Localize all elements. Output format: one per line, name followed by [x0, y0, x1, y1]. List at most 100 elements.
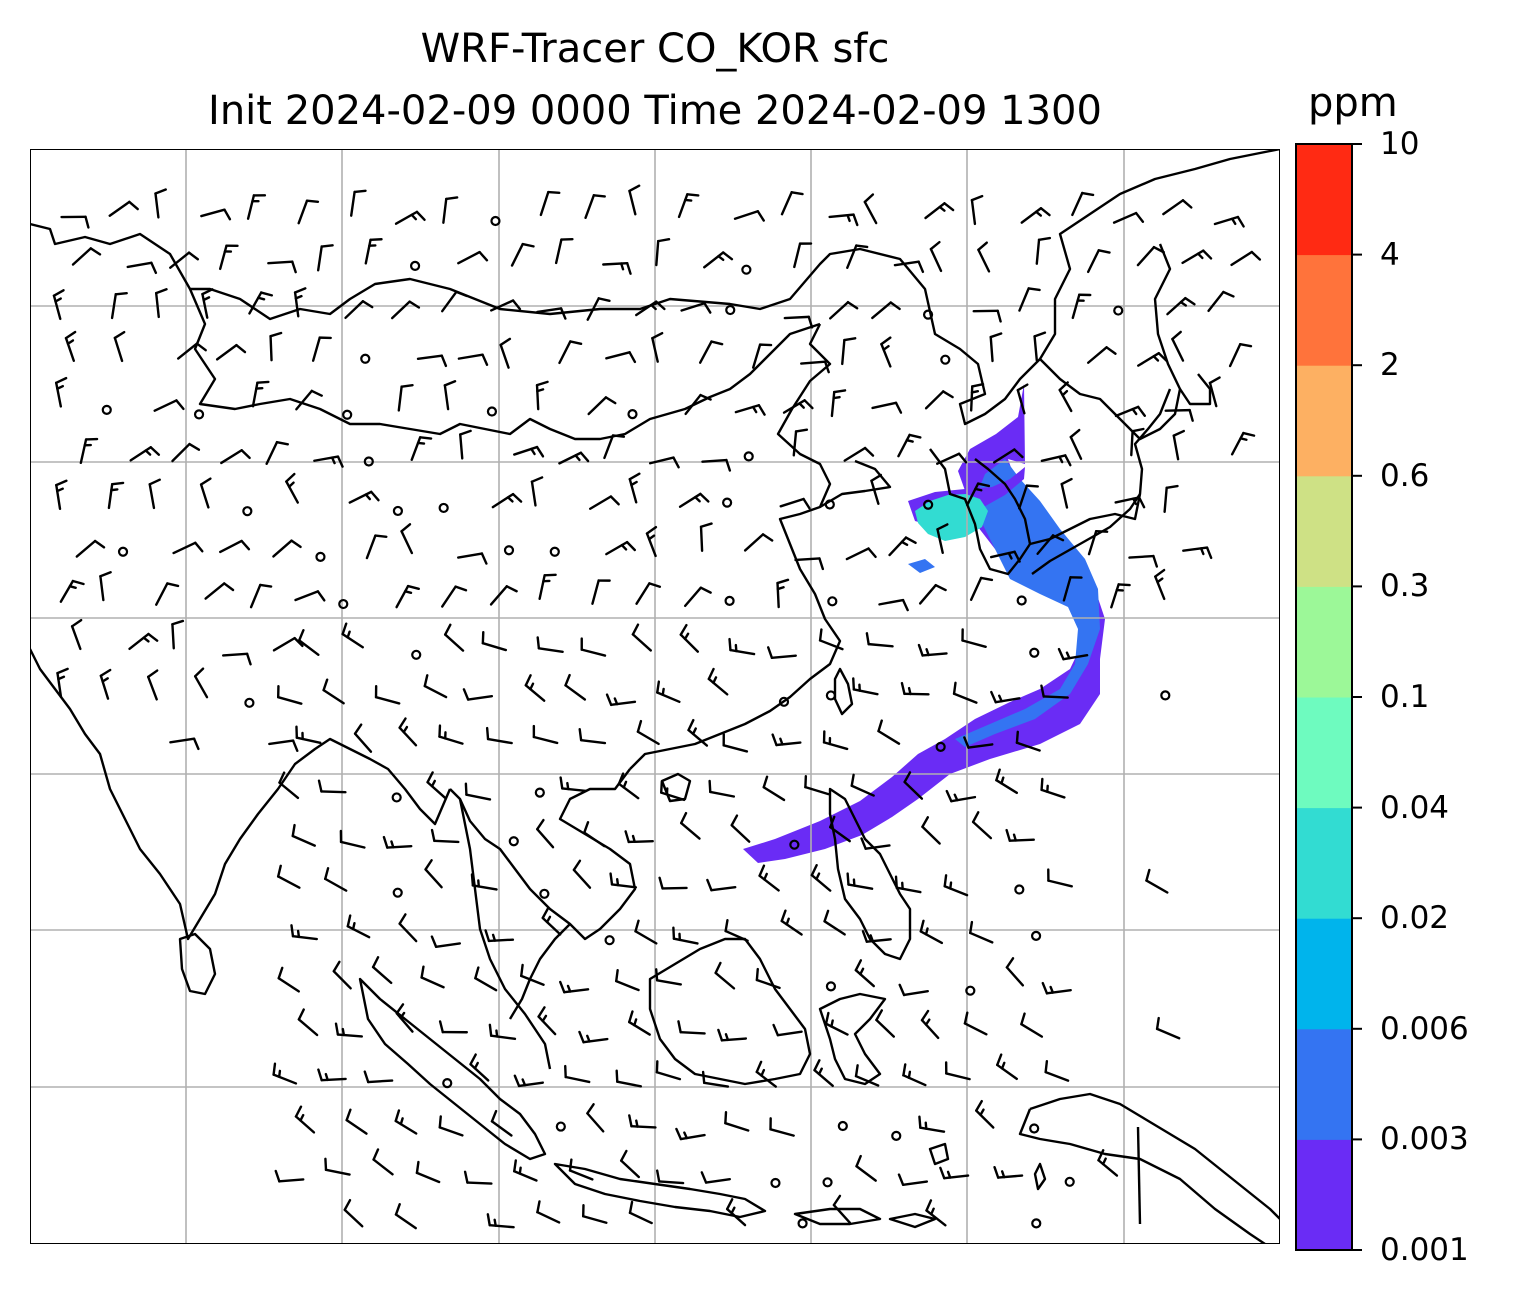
wind-barb-shaft	[854, 1075, 880, 1087]
wind-barb-shaft	[615, 979, 640, 992]
wind-barb-flag	[374, 534, 388, 538]
wind-barb	[1155, 1016, 1181, 1040]
wind-barb-shaft	[602, 261, 629, 266]
wind-barb	[348, 490, 380, 504]
wind-barb-flag	[846, 872, 850, 886]
wind-barb-shaft	[943, 885, 969, 897]
wind-barb-half-flag	[399, 1011, 406, 1020]
wind-barb-flag	[536, 818, 545, 831]
calm-wind-marker	[392, 887, 403, 898]
wind-barb-flag	[199, 477, 212, 486]
wind-barb-shaft	[364, 238, 372, 265]
wind-barb-shaft	[1114, 405, 1140, 418]
wind-barb-flag	[823, 360, 830, 374]
wind-barb-flag	[1184, 296, 1196, 306]
wind-barb-flag	[93, 539, 106, 549]
wind-barb	[294, 590, 326, 602]
wind-barb-half-flag	[798, 402, 805, 409]
wind-barb-half-flag	[399, 1117, 404, 1126]
wind-barb	[1086, 346, 1117, 364]
wind-barb	[779, 497, 811, 510]
wind-barb-shaft	[55, 381, 63, 408]
wind-barb	[752, 343, 773, 369]
wind-barb-shaft	[587, 396, 608, 416]
wind-barb-shaft	[1128, 554, 1155, 559]
wind-barb	[1213, 215, 1245, 228]
wind-barb-flag	[672, 926, 676, 940]
wind-barb-flag	[1250, 250, 1262, 261]
wind-barb-flag	[903, 771, 912, 784]
wind-barb-shaft	[628, 189, 637, 216]
wind-barb-shaft	[920, 1018, 940, 1040]
wind-barb	[395, 584, 420, 609]
wind-barb-shaft	[702, 1081, 730, 1088]
wind-barb-shaft	[126, 261, 153, 269]
wind-barb-shaft	[943, 1174, 970, 1180]
wind-barb	[605, 693, 637, 707]
wind-barb	[824, 1011, 849, 1036]
wind-barb	[440, 290, 468, 313]
wind-barb-flag	[408, 300, 421, 309]
wind-barb-shaft	[52, 294, 62, 321]
wind-barb-shaft	[394, 210, 419, 225]
wind-barb-flag	[655, 1169, 661, 1183]
wind-barb-flag	[880, 336, 892, 346]
wind-barb	[108, 200, 139, 217]
wind-barb	[829, 815, 851, 843]
wind-barb-flag	[324, 867, 330, 881]
wind-barb	[295, 725, 322, 745]
wind-barb-flag	[430, 935, 438, 948]
wind-barb	[897, 1173, 929, 1186]
wind-barb-flag	[505, 585, 518, 593]
wind-barb-flag	[369, 238, 383, 242]
wind-barb-shaft	[1040, 454, 1067, 463]
wind-barb-flag	[484, 929, 491, 943]
wind-barb	[276, 864, 301, 889]
wind-barb	[537, 1006, 557, 1036]
wind-barb	[420, 965, 445, 989]
wind-barb	[364, 238, 383, 265]
wind-barb	[780, 909, 803, 936]
wind-barb	[485, 726, 513, 745]
wind-barb-shaft	[128, 632, 150, 651]
wind-barb-flag	[901, 598, 909, 612]
wind-barb	[583, 821, 606, 848]
wind-barb-shaft	[438, 1126, 464, 1137]
wind-barb-flag	[832, 1194, 842, 1207]
calm-wind-marker	[722, 497, 733, 508]
wind-barb-shaft	[589, 495, 613, 510]
wind-barb-shaft	[466, 694, 494, 701]
wind-barb-flag	[535, 380, 549, 387]
wind-barb-shaft	[1044, 1070, 1070, 1082]
wind-barb-flag	[147, 632, 159, 642]
wind-barb-shaft	[657, 1180, 685, 1185]
wind-barb-shaft	[520, 974, 545, 986]
wind-barb-flag	[934, 583, 947, 592]
wind-barb-half-flag	[541, 1014, 548, 1023]
wind-barb-flag	[55, 479, 68, 487]
wind-barb-half-flag	[974, 487, 983, 492]
wind-barb	[1114, 405, 1146, 418]
wind-barb	[274, 1169, 305, 1183]
wind-barb-shaft	[1015, 741, 1041, 752]
wind-barb-shaft	[1086, 346, 1108, 364]
wind-barb-flag	[672, 456, 680, 469]
wind-barb	[1040, 684, 1069, 699]
wind-barb-shaft	[272, 1073, 298, 1085]
wind-barb	[332, 960, 352, 990]
wind-barb-flag	[921, 816, 930, 828]
wind-barb-shaft	[963, 1022, 988, 1036]
wind-barb-flag	[488, 1023, 493, 1037]
wind-barb-flag	[645, 525, 658, 535]
wind-barb	[1230, 431, 1256, 456]
wind-barb-shaft	[729, 648, 756, 656]
wind-barb	[464, 782, 492, 801]
wind-barb-shaft	[969, 931, 994, 944]
wind-barb	[394, 210, 426, 225]
wind-barb-shaft	[169, 251, 191, 269]
wind-barb	[324, 867, 348, 892]
wind-barb-half-flag	[277, 1069, 282, 1079]
wind-barb-shaft	[755, 1070, 777, 1088]
wind-barb-flag	[918, 1115, 922, 1129]
wind-barb-flag	[699, 492, 710, 503]
